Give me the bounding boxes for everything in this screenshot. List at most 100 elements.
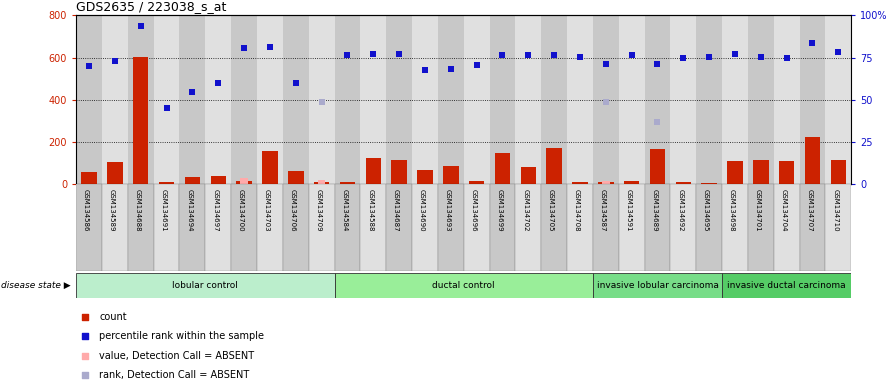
Bar bbox=[619, 184, 644, 271]
Bar bbox=[696, 15, 722, 184]
Bar bbox=[650, 149, 665, 184]
Point bbox=[237, 45, 251, 51]
Text: GSM134702: GSM134702 bbox=[522, 189, 529, 231]
Bar bbox=[257, 184, 283, 271]
Point bbox=[650, 61, 665, 67]
Bar bbox=[237, 181, 252, 184]
Point bbox=[547, 53, 561, 59]
Text: lobular control: lobular control bbox=[172, 281, 238, 290]
Bar bbox=[567, 15, 593, 184]
Text: GSM134706: GSM134706 bbox=[289, 189, 296, 231]
Bar bbox=[283, 184, 308, 271]
Bar bbox=[469, 181, 485, 184]
Bar bbox=[515, 184, 541, 271]
Bar bbox=[670, 15, 696, 184]
Bar bbox=[805, 137, 820, 184]
Point bbox=[599, 99, 613, 105]
Bar bbox=[133, 56, 149, 184]
Bar bbox=[676, 182, 691, 184]
Text: ductal control: ductal control bbox=[433, 281, 495, 290]
Bar bbox=[231, 184, 257, 271]
Bar bbox=[392, 160, 407, 184]
Bar bbox=[773, 184, 799, 271]
Bar bbox=[670, 184, 696, 271]
Text: invasive ductal carcinoma: invasive ductal carcinoma bbox=[728, 281, 846, 290]
Text: GSM134697: GSM134697 bbox=[212, 189, 219, 231]
Text: count: count bbox=[99, 312, 127, 322]
Text: GSM134705: GSM134705 bbox=[548, 189, 554, 231]
Bar bbox=[159, 182, 175, 184]
Bar bbox=[76, 273, 334, 298]
Text: GSM134690: GSM134690 bbox=[419, 189, 425, 231]
Bar bbox=[495, 152, 510, 184]
Bar bbox=[102, 184, 128, 271]
Point bbox=[289, 80, 303, 86]
Text: GSM134694: GSM134694 bbox=[186, 189, 193, 231]
Text: GSM134707: GSM134707 bbox=[806, 189, 813, 231]
Bar bbox=[696, 184, 722, 271]
Bar bbox=[722, 273, 851, 298]
Bar bbox=[438, 15, 464, 184]
Bar bbox=[179, 15, 205, 184]
Bar bbox=[314, 182, 330, 184]
Point bbox=[314, 99, 329, 105]
Bar bbox=[598, 182, 614, 184]
Text: GSM134709: GSM134709 bbox=[315, 189, 322, 231]
Text: invasive lobular carcinoma: invasive lobular carcinoma bbox=[597, 281, 719, 290]
Text: GSM134701: GSM134701 bbox=[754, 189, 761, 231]
Bar bbox=[547, 149, 562, 184]
Bar bbox=[438, 184, 464, 271]
Bar bbox=[154, 184, 179, 271]
Text: GSM134687: GSM134687 bbox=[393, 189, 399, 231]
Point bbox=[444, 66, 458, 72]
Bar bbox=[799, 15, 825, 184]
Bar bbox=[748, 15, 773, 184]
Bar bbox=[619, 15, 644, 184]
Bar bbox=[76, 184, 102, 271]
Bar bbox=[76, 15, 102, 184]
Point bbox=[521, 53, 536, 59]
Point bbox=[754, 53, 768, 60]
Point bbox=[392, 51, 406, 58]
Bar bbox=[541, 15, 567, 184]
Text: GSM134695: GSM134695 bbox=[703, 189, 709, 231]
Bar bbox=[489, 184, 515, 271]
Bar bbox=[288, 170, 304, 184]
Point bbox=[728, 51, 742, 58]
Bar bbox=[702, 183, 717, 184]
Bar bbox=[308, 15, 334, 184]
Text: GSM134693: GSM134693 bbox=[444, 189, 451, 231]
Bar bbox=[334, 15, 360, 184]
Text: GSM134703: GSM134703 bbox=[264, 189, 270, 231]
Bar bbox=[722, 184, 748, 271]
Bar bbox=[541, 184, 567, 271]
Bar bbox=[773, 15, 799, 184]
Bar bbox=[263, 151, 278, 184]
Bar bbox=[602, 181, 609, 184]
Bar bbox=[567, 184, 593, 271]
Text: GSM134696: GSM134696 bbox=[470, 189, 477, 231]
Bar bbox=[464, 15, 489, 184]
Bar bbox=[593, 15, 618, 184]
Bar bbox=[799, 184, 825, 271]
Point bbox=[470, 62, 484, 68]
Text: GSM134586: GSM134586 bbox=[83, 189, 89, 231]
Text: GSM134710: GSM134710 bbox=[832, 189, 839, 231]
Point bbox=[108, 58, 122, 64]
Point bbox=[831, 49, 846, 55]
Bar bbox=[825, 15, 851, 184]
Text: GSM134691: GSM134691 bbox=[160, 189, 167, 231]
Text: GSM134700: GSM134700 bbox=[238, 189, 244, 231]
Bar bbox=[128, 184, 154, 271]
Bar bbox=[185, 177, 200, 184]
Point bbox=[599, 61, 613, 67]
Bar bbox=[334, 273, 593, 298]
Bar bbox=[443, 166, 459, 184]
Point bbox=[78, 333, 92, 339]
Bar bbox=[644, 15, 670, 184]
Point bbox=[806, 40, 820, 46]
Point bbox=[366, 51, 381, 58]
Bar bbox=[593, 273, 722, 298]
Bar bbox=[240, 178, 248, 184]
Bar bbox=[154, 15, 179, 184]
